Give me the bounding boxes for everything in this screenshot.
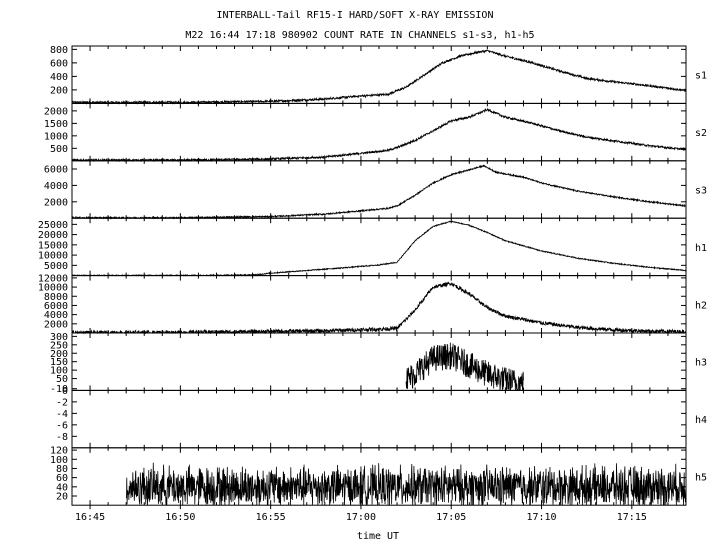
y-tick-label-s1: 600 bbox=[50, 58, 68, 69]
channel-label-s2: s2 bbox=[695, 128, 707, 139]
panels-group: 200400600800s1500100015002000s2200040006… bbox=[38, 45, 707, 506]
y-tick-label-h4: -2 bbox=[56, 397, 68, 408]
y-tick-label-h3: 250 bbox=[50, 340, 68, 351]
series-line-s3 bbox=[71, 164, 687, 220]
y-tick-label-h2: 4000 bbox=[44, 310, 68, 321]
y-tick-label-h2: 6000 bbox=[44, 301, 68, 312]
series-line-h5 bbox=[125, 462, 687, 506]
panel-s3: 2000 4000 6000 s3 bbox=[44, 160, 707, 220]
channel-label-h5: h5 bbox=[695, 473, 707, 484]
y-tick-label-h5: 20 bbox=[56, 492, 68, 503]
y-tick-label-h2: 10000 bbox=[38, 283, 68, 294]
y-tick-label-h3: 100 bbox=[50, 366, 68, 377]
y-tick-label-h2: 8000 bbox=[44, 292, 68, 303]
y-tick-label-h3: 300 bbox=[50, 332, 68, 343]
channel-label-h4: h4 bbox=[695, 415, 707, 426]
y-tick-label-s1: 400 bbox=[50, 72, 68, 83]
channel-label-s3: s3 bbox=[695, 186, 707, 197]
y-tick-label-h3: 200 bbox=[50, 349, 68, 360]
y-tick-label-h1: 5000 bbox=[44, 261, 68, 272]
channel-label-s1: s1 bbox=[695, 71, 707, 82]
panel-frame-h2 bbox=[71, 275, 687, 334]
series-line-h3 bbox=[405, 342, 524, 391]
y-tick-label-s2: 2000 bbox=[44, 106, 68, 117]
x-tick-label: 17:05 bbox=[436, 512, 466, 523]
y-tick-label-h3: 150 bbox=[50, 357, 68, 368]
y-tick-label-h4: -8 bbox=[56, 432, 68, 443]
y-tick-label-s3: 6000 bbox=[44, 165, 68, 176]
y-tick-label-h4: -4 bbox=[56, 409, 68, 420]
x-axis-label: time UT bbox=[357, 531, 399, 542]
y-tick-label-h5: 60 bbox=[56, 473, 68, 484]
y-tick-label-s2: 1000 bbox=[44, 131, 68, 142]
panel-frame-h4 bbox=[71, 389, 687, 449]
series-line-s1 bbox=[71, 49, 687, 105]
y-tick-label-s2: 500 bbox=[50, 144, 68, 155]
y-tick-label-h5: 120 bbox=[50, 446, 68, 457]
y-tick-label-s1: 800 bbox=[50, 45, 68, 56]
y-tick-label-h3: 50 bbox=[56, 374, 68, 385]
series-line-h1 bbox=[71, 220, 687, 277]
y-tick-label-h3: -10 bbox=[50, 384, 68, 395]
panel-frame-h1 bbox=[71, 217, 687, 277]
x-tick-label: 17:00 bbox=[346, 512, 376, 523]
channel-label-h2: h2 bbox=[695, 300, 707, 311]
y-tick-label-h4: 0 bbox=[62, 386, 68, 397]
y-tick-label-s3: 4000 bbox=[44, 181, 68, 192]
y-tick-label-h1: 10000 bbox=[38, 251, 68, 262]
y-tick-label-s3: 2000 bbox=[44, 197, 68, 208]
chart-title: INTERBALL-Tail RF15-I HARD/SOFT X-RAY EM… bbox=[217, 10, 494, 21]
x-tick-label: 16:50 bbox=[165, 512, 195, 523]
y-tick-label-h2: 2000 bbox=[44, 319, 68, 330]
y-tick-label-h1: 20000 bbox=[38, 230, 68, 241]
panel-s1: 200 400 600 800 s1 bbox=[50, 45, 707, 105]
channel-label-h1: h1 bbox=[695, 243, 707, 254]
y-tick-label-h5: 80 bbox=[56, 464, 68, 475]
y-tick-label-h5: 100 bbox=[50, 455, 68, 466]
series-line-s2 bbox=[71, 107, 687, 163]
chart-subtitle: M22 16:44 17:18 980902 COUNT RATE IN CHA… bbox=[185, 30, 534, 41]
channel-label-h3: h3 bbox=[695, 358, 707, 369]
y-tick-label-s1: 200 bbox=[50, 85, 68, 96]
x-tick-label: 16:45 bbox=[75, 512, 105, 523]
y-tick-label-h1: 25000 bbox=[38, 220, 68, 231]
y-tick-label-h4: -6 bbox=[56, 420, 68, 431]
panel-h4: -8-6-4-20 h4 bbox=[56, 386, 707, 449]
y-tick-label-h1: 15000 bbox=[38, 240, 68, 251]
x-tick-label: 17:10 bbox=[526, 512, 556, 523]
x-tick-label: 17:15 bbox=[617, 512, 647, 523]
y-tick-label-h2: 12000 bbox=[38, 273, 68, 284]
y-tick-label-s2: 1500 bbox=[44, 119, 68, 130]
panel-frame-h3 bbox=[71, 332, 687, 391]
y-tick-label-h5: 40 bbox=[56, 482, 68, 493]
series-line-h2 bbox=[71, 281, 687, 335]
x-axis: 16:45 16:50 16:55 17:00 17:05 17:10 17:15 bbox=[75, 505, 647, 523]
x-tick-label: 16:55 bbox=[256, 512, 286, 523]
